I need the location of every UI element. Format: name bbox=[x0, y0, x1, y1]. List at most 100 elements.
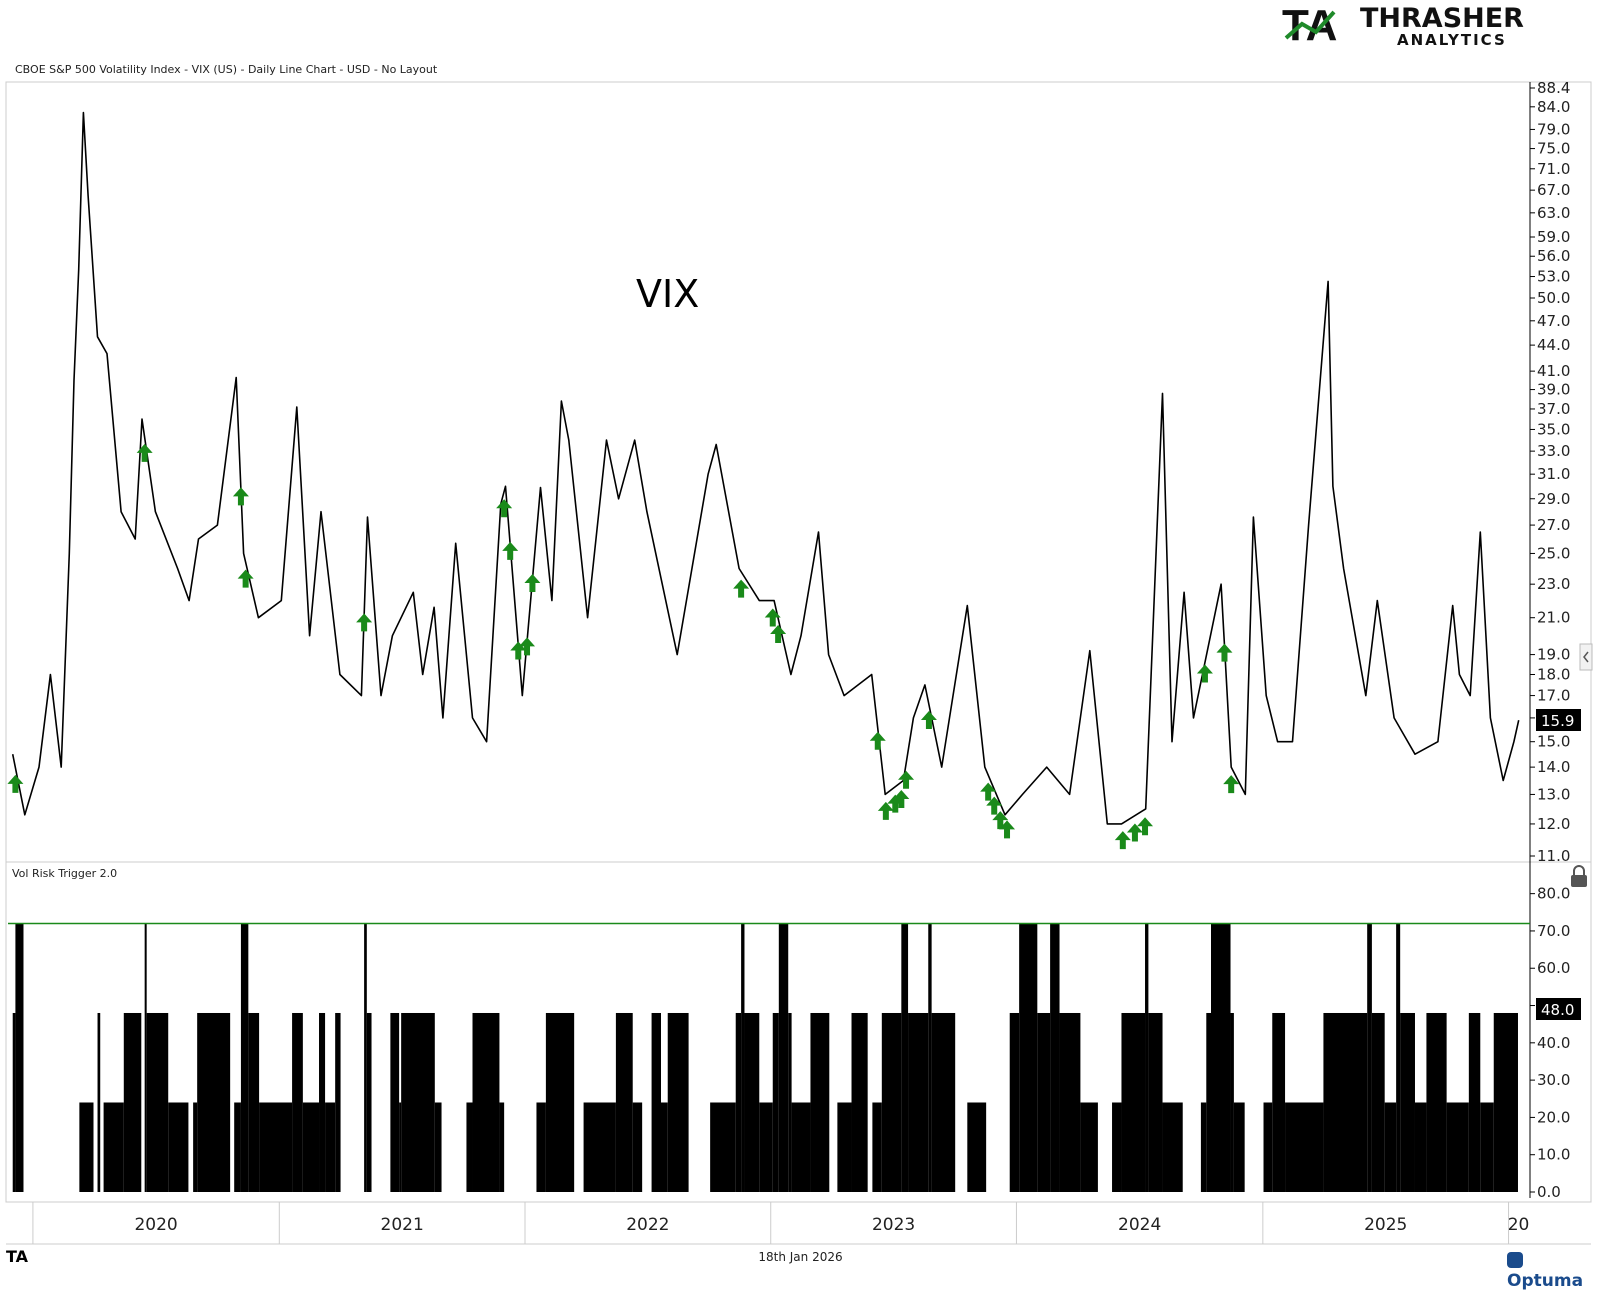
signal-arrow-icon bbox=[237, 569, 254, 588]
vrt-step-block bbox=[901, 923, 909, 1192]
signal-arrow-shape bbox=[1223, 775, 1240, 794]
vrt-step-block bbox=[292, 1012, 303, 1192]
signal-arrow-shape bbox=[869, 731, 886, 750]
vix-last-value-badge: 15.9 bbox=[1536, 709, 1581, 731]
vrt-step-block bbox=[545, 1012, 575, 1192]
vrt-axis-tick-label: 10.0 bbox=[1537, 1146, 1570, 1164]
vrt-step-block bbox=[1493, 1012, 1518, 1192]
vrt-step-block bbox=[1426, 1012, 1447, 1192]
vix-axis-tick-label: 37.0 bbox=[1537, 400, 1570, 418]
signal-arrow-icon bbox=[893, 790, 910, 809]
lock-icon[interactable] bbox=[1571, 865, 1587, 887]
signal-arrow-shape bbox=[237, 569, 254, 588]
signal-arrow-shape bbox=[999, 820, 1016, 839]
signal-arrow-icon bbox=[496, 499, 513, 518]
vrt-step-block bbox=[741, 923, 745, 1192]
signal-arrow-icon bbox=[869, 731, 886, 750]
vix-axis-tick-label: 88.4 bbox=[1537, 79, 1570, 97]
vrt-step-block bbox=[1480, 1102, 1494, 1192]
signal-arrow-icon bbox=[986, 796, 1003, 815]
vrt-step-block bbox=[401, 1012, 435, 1192]
vix-axis-tick-label: 12.0 bbox=[1537, 815, 1570, 833]
vix-axis-tick-label: 63.0 bbox=[1537, 204, 1570, 222]
vrt-step-block bbox=[1371, 1012, 1385, 1192]
signal-arrow-shape bbox=[356, 613, 373, 632]
vix-axis-tick-label: 50.0 bbox=[1537, 289, 1570, 307]
year-label: 2024 bbox=[1118, 1215, 1161, 1235]
footer-ta-logo: TA bbox=[6, 1247, 29, 1266]
vix-axis-tick-label: 17.0 bbox=[1537, 687, 1570, 705]
vix-axis-tick-label: 29.0 bbox=[1537, 490, 1570, 508]
optuma-text: Optuma bbox=[1507, 1271, 1584, 1291]
vrt-step-block bbox=[79, 1102, 94, 1192]
vrt-step-block bbox=[1162, 1102, 1183, 1192]
logo-trend-line bbox=[1284, 10, 1336, 40]
vix-axis-tick-label: 31.0 bbox=[1537, 465, 1570, 483]
vrt-step-block bbox=[837, 1102, 852, 1192]
vrt-step-block bbox=[632, 1102, 643, 1192]
vix-price-axis: 88.484.0 79.0 75.0 71.0 67.0 63.0 59.056.0 53.0… bbox=[1530, 79, 1570, 865]
signal-arrow-shape bbox=[898, 770, 915, 789]
vrt-step-block bbox=[1384, 1102, 1397, 1192]
signal-arrow-shape bbox=[519, 637, 536, 656]
vrt-step-block bbox=[651, 1012, 662, 1192]
year-axis: 2020 2021 2022 2023 2024 2025 20 bbox=[32, 1202, 1529, 1244]
vrt-axis-tick-label: 0.0 bbox=[1537, 1183, 1561, 1201]
vrt-step-block bbox=[851, 1012, 868, 1192]
signal-arrow-icon bbox=[524, 573, 541, 592]
vix-axis-tick-label: 33.0 bbox=[1537, 442, 1570, 460]
signal-arrow-shape bbox=[502, 541, 519, 560]
vix-axis-tick-label: 21.0 bbox=[1537, 609, 1570, 627]
vrt-step-block bbox=[908, 1012, 929, 1192]
price-panel-frame bbox=[5, 81, 1592, 863]
chevron-left-icon[interactable] bbox=[1579, 643, 1593, 671]
vrt-step-block bbox=[1230, 1012, 1234, 1192]
vrt-step-block bbox=[1323, 1012, 1368, 1192]
vix-axis-tick-label: 59.0 bbox=[1537, 228, 1570, 246]
vix-axis-tick-label: 25.0 bbox=[1537, 544, 1570, 562]
vix-axis-tick-label: 41.0 bbox=[1537, 362, 1570, 380]
vix-axis-tick-label: 44.0 bbox=[1537, 336, 1570, 354]
vrt-step-block bbox=[1121, 1012, 1146, 1192]
vrt-step-block bbox=[12, 1012, 16, 1192]
vrt-series bbox=[12, 923, 1518, 1192]
vrt-step-block bbox=[193, 1102, 198, 1192]
signal-arrow-icon bbox=[519, 637, 536, 656]
vrt-step-block bbox=[772, 1012, 779, 1192]
signal-arrow-shape bbox=[893, 790, 910, 809]
signal-arrow-shape bbox=[1196, 664, 1213, 683]
vix-axis-tick-label: 47.0 bbox=[1537, 312, 1570, 330]
vrt-step-block bbox=[97, 1012, 101, 1192]
vrt-step-block bbox=[536, 1102, 546, 1192]
signal-arrow-icon bbox=[136, 443, 153, 462]
vrt-step-block bbox=[234, 1102, 241, 1192]
vrt-step-block bbox=[466, 1102, 473, 1192]
vrt-step-block bbox=[872, 1102, 882, 1192]
signal-arrow-icon bbox=[1223, 775, 1240, 794]
vix-axis-tick-label: 67.0 bbox=[1537, 181, 1570, 199]
indicator-panel-label: Vol Risk Trigger 2.0 bbox=[12, 867, 118, 880]
vrt-step-block bbox=[197, 1012, 231, 1192]
vrt-step-block bbox=[583, 1102, 616, 1192]
vrt-step-block bbox=[759, 1102, 773, 1192]
vrt-step-block bbox=[144, 923, 147, 1192]
vrt-value-axis: 80.070.060.050.040.030.020.010.00.0 bbox=[1530, 885, 1570, 1201]
vrt-step-block bbox=[778, 923, 789, 1192]
vrt-step-block bbox=[146, 1012, 169, 1192]
optuma-logo: Optuma bbox=[1507, 1251, 1601, 1291]
vix-axis-tick-label: 23.0 bbox=[1537, 575, 1570, 593]
vix-series-line bbox=[11, 111, 1520, 825]
vrt-step-block bbox=[967, 1102, 987, 1192]
vix-axis-tick-label: 56.0 bbox=[1537, 247, 1570, 265]
vrt-step-block bbox=[1145, 923, 1149, 1192]
vrt-step-block bbox=[615, 1012, 633, 1192]
vrt-step-block bbox=[1148, 1012, 1163, 1192]
signal-arrow-icon bbox=[1126, 823, 1143, 842]
vrt-step-block bbox=[710, 1102, 736, 1192]
vrt-step-block bbox=[302, 1102, 320, 1192]
signal-arrow-shape bbox=[136, 443, 153, 462]
signal-arrow-icon bbox=[999, 820, 1016, 839]
vix-signal-markers bbox=[7, 443, 1240, 850]
signal-arrow-shape bbox=[1126, 823, 1143, 842]
signal-arrow-icon bbox=[980, 782, 997, 801]
